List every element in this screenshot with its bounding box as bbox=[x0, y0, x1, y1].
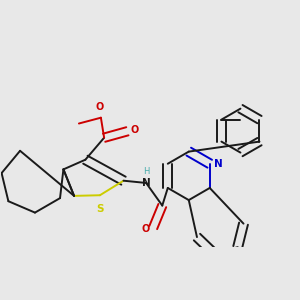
Text: O: O bbox=[96, 102, 104, 112]
Text: S: S bbox=[96, 204, 104, 214]
Text: O: O bbox=[141, 224, 149, 234]
Text: H: H bbox=[144, 167, 150, 176]
Text: O: O bbox=[130, 124, 139, 135]
Text: N: N bbox=[142, 178, 151, 188]
Text: N: N bbox=[214, 159, 223, 169]
